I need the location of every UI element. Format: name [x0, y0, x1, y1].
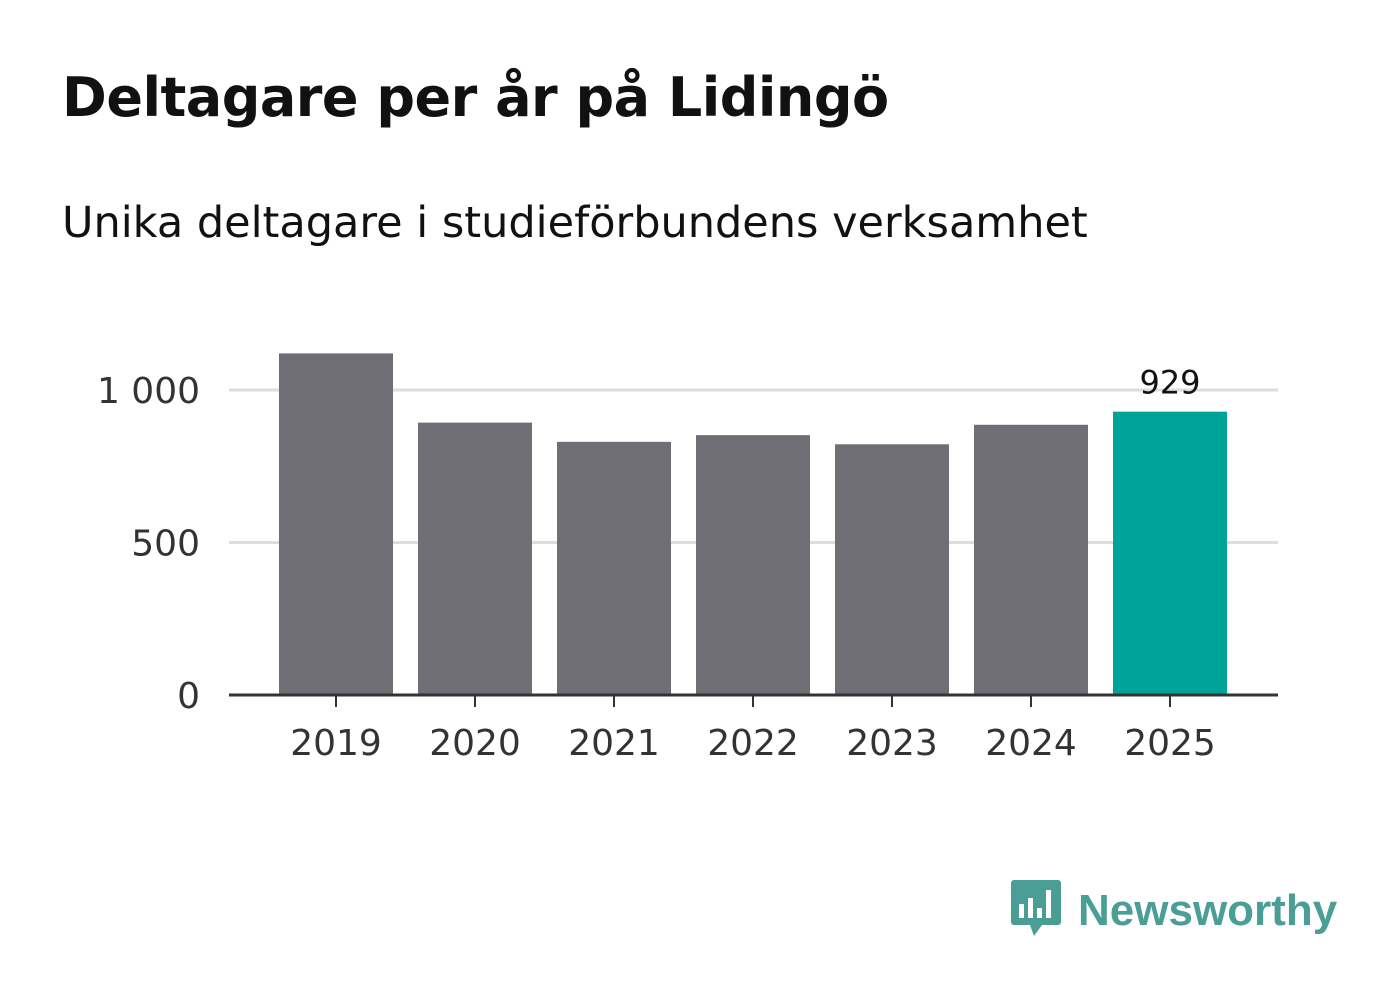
bar-2020	[418, 422, 532, 695]
y-tick-label: 500	[131, 524, 200, 565]
x-tick-label: 2023	[846, 723, 938, 764]
data-label: 929	[1139, 364, 1200, 402]
x-tick-label: 2025	[1124, 723, 1216, 764]
bar-2025	[1113, 411, 1227, 695]
bar-2022	[696, 435, 810, 695]
bar-2019	[279, 353, 393, 695]
x-tick-label: 2021	[568, 723, 660, 764]
chart-subtitle: Unika deltagare i studieförbundens verks…	[62, 198, 1088, 248]
x-tick-label: 2022	[707, 723, 799, 764]
y-tick-label: 0	[177, 676, 200, 717]
axes	[229, 693, 1278, 707]
y-tick-label: 1 000	[97, 371, 200, 412]
bar-2024	[974, 424, 1088, 695]
bar-2021	[557, 441, 671, 695]
newsworthy-bar-chart-icon	[1010, 878, 1062, 944]
x-tick-label: 2020	[429, 723, 521, 764]
x-tick-label: 2024	[985, 723, 1077, 764]
newsworthy-logo: Newsworthy	[1010, 878, 1337, 944]
labels: 0 500 1 000 2019 2020 2021 2022 2023 2024 2025 929	[97, 364, 1216, 764]
chart-title: Deltagare per år på Lidingö	[62, 66, 889, 129]
bars	[279, 353, 1227, 695]
x-tick-label: 2019	[290, 723, 382, 764]
bar-2023	[835, 444, 949, 695]
logo-text: Newsworthy	[1078, 886, 1338, 935]
